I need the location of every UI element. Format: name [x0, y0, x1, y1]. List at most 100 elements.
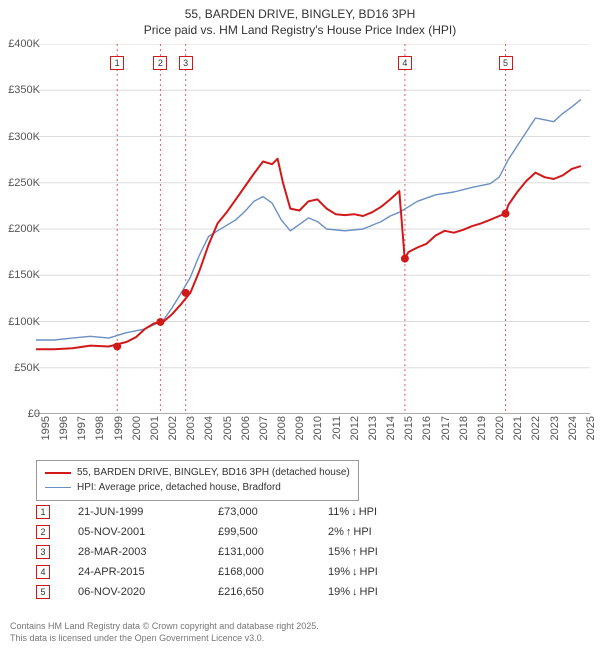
- x-tick-label: 2007: [258, 416, 270, 440]
- event-date: 06-NOV-2020: [78, 586, 218, 598]
- event-price: £73,000: [218, 506, 328, 518]
- x-tick-label: 2010: [312, 416, 324, 440]
- x-tick-label: 2016: [421, 416, 433, 440]
- footer: Contains HM Land Registry data © Crown c…: [10, 620, 319, 644]
- event-date: 28-MAR-2003: [78, 546, 218, 558]
- event-row: 5 06-NOV-2020£216,65019% ↓ HPI: [36, 582, 418, 602]
- x-tick-label: 1996: [58, 416, 70, 440]
- x-tick-label: 2009: [294, 416, 306, 440]
- chart-container: 55, BARDEN DRIVE, BINGLEY, BD16 3PH Pric…: [0, 0, 600, 650]
- title-line-1: 55, BARDEN DRIVE, BINGLEY, BD16 3PH: [0, 6, 600, 22]
- event-diff-pct: 19%: [328, 586, 350, 598]
- arrow-up-icon: ↑: [346, 526, 352, 538]
- event-date: 05-NOV-2001: [78, 526, 218, 538]
- event-price: £99,500: [218, 526, 328, 538]
- event-price: £216,650: [218, 586, 328, 598]
- legend-row: HPI: Average price, detached house, Brad…: [45, 480, 350, 495]
- events-table: 1 21-JUN-1999£73,00011% ↓ HPI 2 05-NOV-2001…: [36, 502, 418, 602]
- x-tick-label: 2025: [585, 416, 597, 440]
- y-tick-label: £350K: [8, 84, 40, 96]
- event-diff-suffix: HPI: [359, 506, 377, 518]
- event-diff: 19% ↓ HPI: [328, 566, 418, 578]
- x-tick-label: 2002: [167, 416, 179, 440]
- y-tick-label: £400K: [8, 38, 40, 50]
- x-tick-label: 2008: [276, 416, 288, 440]
- event-number-box: 3: [36, 545, 50, 559]
- title-line-2: Price paid vs. HM Land Registry's House …: [0, 22, 600, 38]
- event-diff-suffix: HPI: [360, 586, 378, 598]
- x-tick-label: 2021: [512, 416, 524, 440]
- x-tick-label: 2019: [476, 416, 488, 440]
- x-tick-label: 2006: [240, 416, 252, 440]
- y-tick-label: £250K: [8, 177, 40, 189]
- y-tick-label: £150K: [8, 269, 40, 281]
- x-tick-label: 2023: [549, 416, 561, 440]
- x-tick-label: 2003: [185, 416, 197, 440]
- x-tick-label: 2000: [131, 416, 143, 440]
- arrow-down-icon: ↓: [352, 566, 358, 578]
- x-tick-label: 2011: [331, 416, 343, 440]
- event-diff: 19% ↓ HPI: [328, 586, 418, 598]
- event-price: £168,000: [218, 566, 328, 578]
- x-tick-label: 2012: [349, 416, 361, 440]
- event-row: 1 21-JUN-1999£73,00011% ↓ HPI: [36, 502, 418, 522]
- legend-label: HPI: Average price, detached house, Brad…: [77, 480, 281, 495]
- event-number-box: 2: [36, 525, 50, 539]
- event-diff: 2% ↑ HPI: [328, 526, 418, 538]
- footer-line-2: This data is licensed under the Open Gov…: [10, 632, 319, 644]
- event-row: 2 05-NOV-2001£99,5002% ↑ HPI: [36, 522, 418, 542]
- event-diff-suffix: HPI: [360, 566, 378, 578]
- event-diff-pct: 15%: [328, 546, 350, 558]
- x-tick-label: 2014: [385, 416, 397, 440]
- legend-swatch: [45, 472, 71, 474]
- event-marker: 3: [179, 56, 193, 70]
- x-tick-label: 2020: [494, 416, 506, 440]
- y-tick-label: £0: [28, 408, 40, 420]
- x-tick-label: 2024: [567, 416, 579, 440]
- event-diff-pct: 2%: [328, 526, 344, 538]
- legend-swatch: [45, 487, 71, 488]
- event-diff: 15% ↑ HPI: [328, 546, 418, 558]
- x-tick-label: 2022: [530, 416, 542, 440]
- event-marker: 5: [499, 56, 513, 70]
- y-tick-label: £300K: [8, 131, 40, 143]
- event-price: £131,000: [218, 546, 328, 558]
- footer-line-1: Contains HM Land Registry data © Crown c…: [10, 620, 319, 632]
- event-diff: 11% ↓ HPI: [328, 506, 418, 518]
- x-tick-label: 2017: [440, 416, 452, 440]
- x-tick-label: 1998: [94, 416, 106, 440]
- x-tick-label: 2005: [222, 416, 234, 440]
- plot-svg: [36, 44, 590, 414]
- event-marker: 1: [110, 56, 124, 70]
- event-diff-pct: 11%: [328, 506, 349, 518]
- event-diff-suffix: HPI: [360, 546, 378, 558]
- event-number-box: 4: [36, 565, 50, 579]
- legend-row: 55, BARDEN DRIVE, BINGLEY, BD16 3PH (det…: [45, 465, 350, 480]
- event-row: 424-APR-2015£168,00019% ↓ HPI: [36, 562, 418, 582]
- event-diff-suffix: HPI: [353, 526, 371, 538]
- x-tick-label: 1995: [40, 416, 52, 440]
- event-row: 3 28-MAR-2003£131,00015% ↑ HPI: [36, 542, 418, 562]
- x-tick-label: 2018: [458, 416, 470, 440]
- x-tick-label: 1997: [76, 416, 88, 440]
- x-tick-label: 2004: [203, 416, 215, 440]
- y-tick-label: £200K: [8, 223, 40, 235]
- event-diff-pct: 19%: [328, 566, 350, 578]
- chart-area: [36, 44, 590, 414]
- event-number-box: 1: [36, 505, 50, 519]
- y-tick-label: £100K: [8, 316, 40, 328]
- event-date: 21-JUN-1999: [78, 506, 218, 518]
- legend: 55, BARDEN DRIVE, BINGLEY, BD16 3PH (det…: [36, 460, 359, 501]
- x-tick-label: 2015: [403, 416, 415, 440]
- arrow-up-icon: ↑: [352, 546, 358, 558]
- arrow-down-icon: ↓: [352, 586, 358, 598]
- x-tick-label: 2013: [367, 416, 379, 440]
- event-number-box: 5: [36, 585, 50, 599]
- event-marker: 2: [153, 56, 167, 70]
- y-tick-label: £50K: [14, 362, 40, 374]
- title-block: 55, BARDEN DRIVE, BINGLEY, BD16 3PH Pric…: [0, 0, 600, 38]
- legend-label: 55, BARDEN DRIVE, BINGLEY, BD16 3PH (det…: [77, 465, 350, 480]
- event-marker: 4: [398, 56, 412, 70]
- arrow-down-icon: ↓: [351, 506, 357, 518]
- x-tick-label: 1999: [113, 416, 125, 440]
